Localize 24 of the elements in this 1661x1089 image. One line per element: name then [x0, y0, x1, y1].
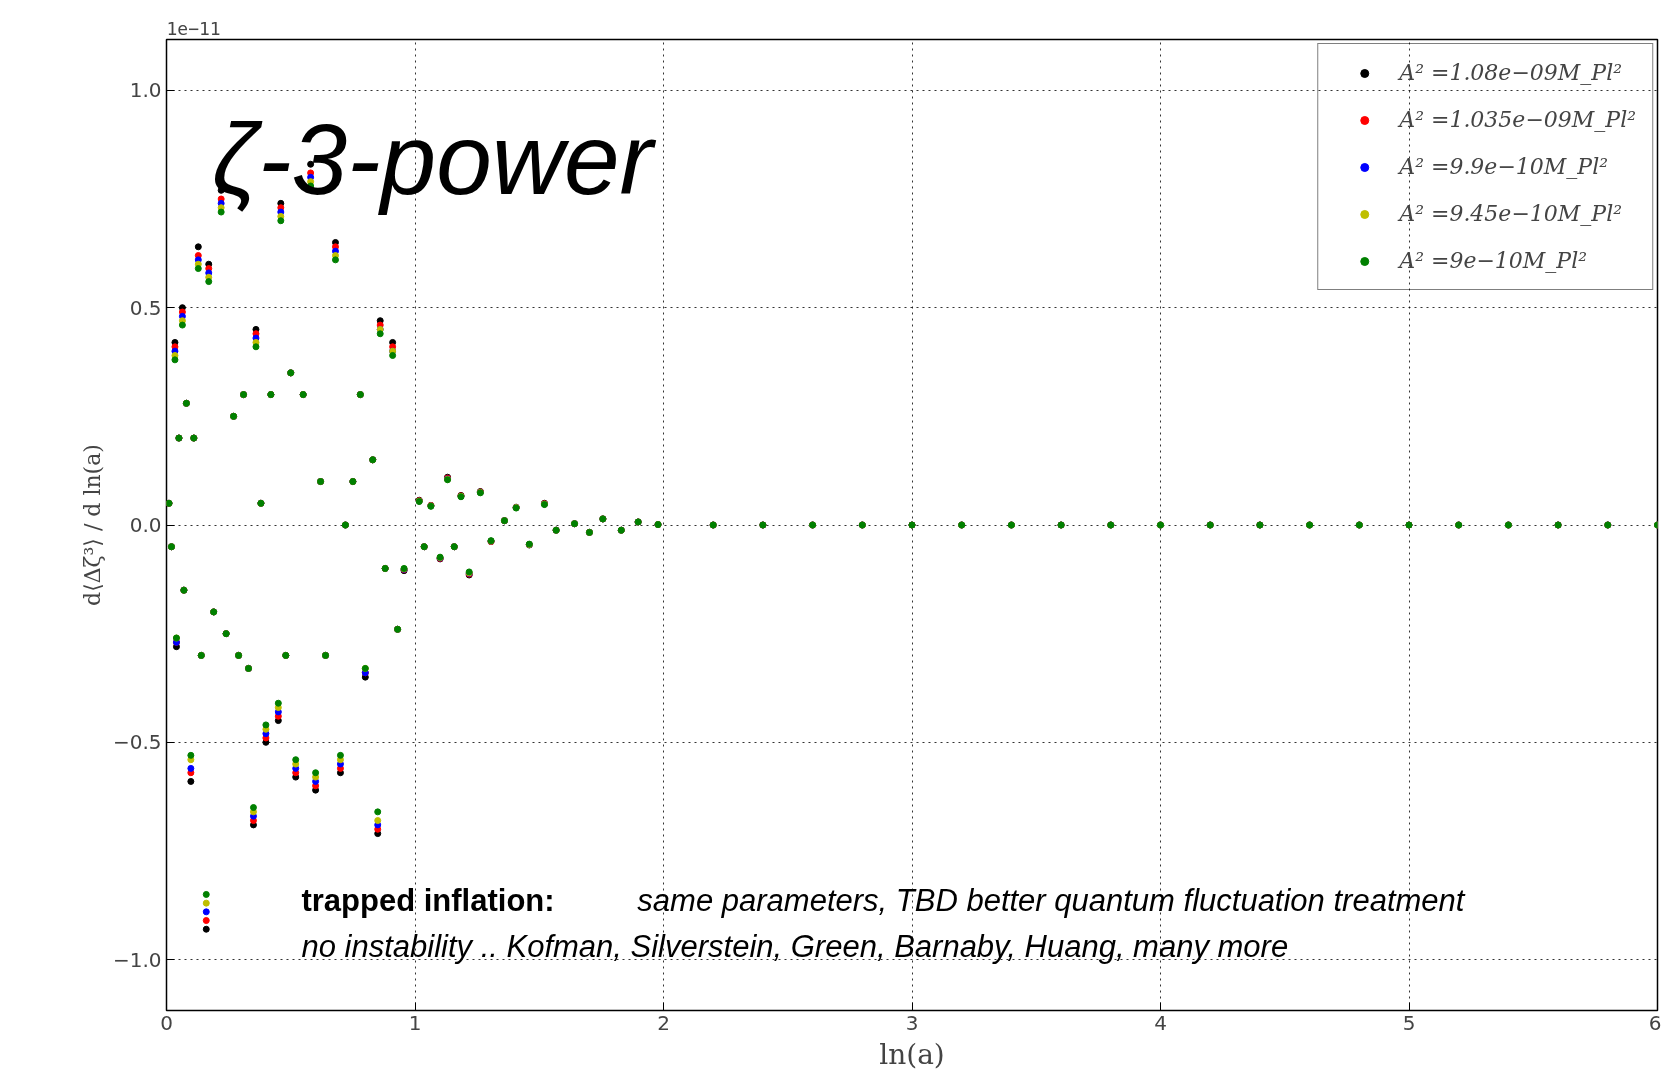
x-axis-title: ln(a): [879, 1037, 945, 1071]
annotation: trapped inflation:: [301, 883, 555, 919]
legend-label: A² =1.08e−09M_Pl²: [1399, 60, 1622, 85]
text: 1e−11: [166, 17, 221, 39]
legend-label: A² =9.45e−10M_Pl²: [1399, 201, 1622, 226]
legend-label: A² =1.035e−09M_Pl²: [1399, 107, 1636, 132]
x-tick-label: 1: [408, 1010, 422, 1035]
legend-label: A² =9e−10M_Pl²: [1399, 248, 1588, 273]
y-tick-label: 1.0: [129, 78, 162, 103]
annotation: same parameters, TBD better quantum fluctuation treatment: [637, 883, 1466, 919]
y-tick-label: −0.5: [112, 730, 162, 755]
annotation: ζ-3-power: [211, 102, 657, 215]
x-tick-label: 6: [1648, 1010, 1661, 1035]
annotation: no instability .. Kofman, Silverstein, Green, Barnaby, Huang, many more: [301, 928, 1289, 964]
y-tick-label: −1.0: [112, 947, 162, 972]
x-tick-label: 4: [1154, 1010, 1167, 1035]
x-tick-label: 2: [657, 1010, 670, 1035]
x-tick-label: 3: [905, 1010, 919, 1035]
legend-label: A² =9.9e−10M_Pl²: [1399, 154, 1609, 179]
y-tick-label: 0.5: [129, 295, 162, 320]
y-axis-title: d⟨Δζ³⟩ / d ln(a): [79, 444, 105, 606]
x-tick-label: 0: [160, 1010, 173, 1035]
x-tick-label: 5: [1402, 1010, 1416, 1035]
y-tick-label: 0.0: [129, 513, 162, 537]
